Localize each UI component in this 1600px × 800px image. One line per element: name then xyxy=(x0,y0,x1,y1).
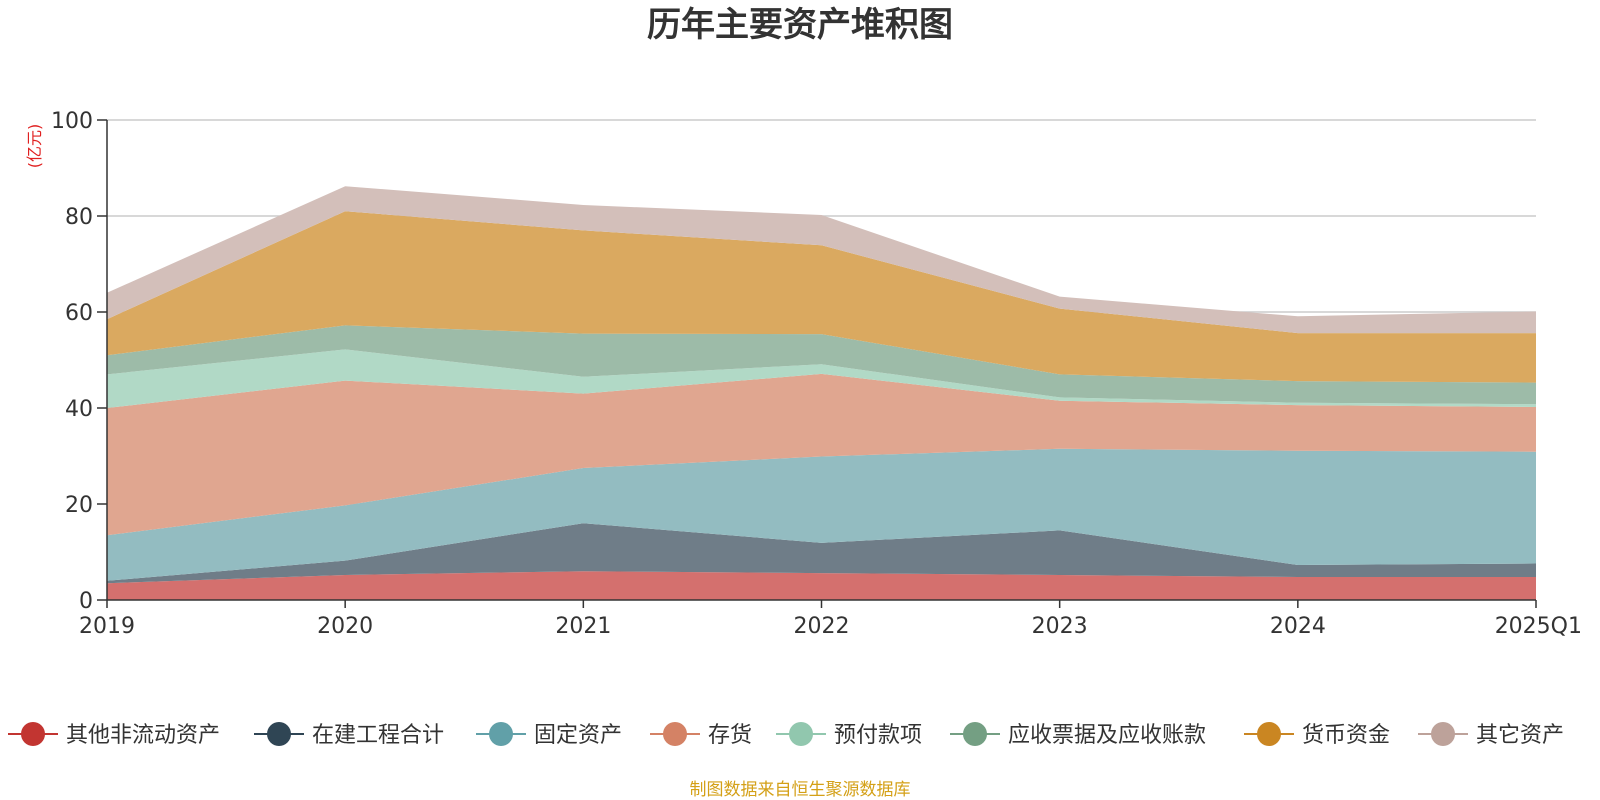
legend-label: 在建工程合计 xyxy=(312,723,444,748)
legend-item[interactable]: 预付款项 xyxy=(776,722,922,748)
area-series-存货 xyxy=(107,373,1536,536)
legend-marker-icon xyxy=(663,722,687,746)
legend-marker-icon xyxy=(789,722,813,746)
y-tick-label: 60 xyxy=(65,301,93,326)
x-tick-label: 2023 xyxy=(1032,614,1088,639)
legend-marker-icon xyxy=(21,722,45,746)
area-series-在建工程合计 xyxy=(107,523,1536,584)
area-series-预付款项 xyxy=(107,349,1536,408)
y-tick-label: 0 xyxy=(79,589,93,614)
data-source-note: 制图数据来自恒生聚源数据库 xyxy=(690,780,911,800)
y-axis-unit: (亿元) xyxy=(25,124,44,169)
area-series-其他非流动资产 xyxy=(107,571,1536,600)
legend-label: 应收票据及应收账款 xyxy=(1008,723,1206,748)
y-axis-ticks: 0 20 40 60 80 100 xyxy=(51,109,107,614)
x-tick-label: 2024 xyxy=(1270,614,1326,639)
legend-label: 固定资产 xyxy=(534,723,622,748)
legend-item[interactable]: 其它资产 xyxy=(1418,722,1564,748)
area-series-货币资金 xyxy=(107,211,1536,383)
legend-label: 货币资金 xyxy=(1302,723,1390,748)
legend-marker-icon xyxy=(1257,722,1281,746)
x-axis-ticks: 2019 2020 2021 2022 2023 2024 2025Q1 xyxy=(79,600,1582,639)
legend-label: 其它资产 xyxy=(1476,723,1564,748)
y-tick-label: 100 xyxy=(51,109,93,134)
legend-marker-icon xyxy=(963,722,987,746)
legend-item[interactable]: 存货 xyxy=(650,722,752,748)
x-tick-label: 2021 xyxy=(555,614,611,639)
x-tick-label: 2022 xyxy=(794,614,850,639)
legend-label: 存货 xyxy=(708,723,752,748)
legend-marker-icon xyxy=(267,722,291,746)
legend-marker-icon xyxy=(489,722,513,746)
x-tick-label: 2025Q1 xyxy=(1495,614,1582,639)
legend-item[interactable]: 应收票据及应收账款 xyxy=(950,722,1206,748)
area-series-其它资产 xyxy=(107,186,1536,334)
y-tick-label: 20 xyxy=(65,493,93,518)
legend-label: 预付款项 xyxy=(834,723,922,748)
legend-item[interactable]: 其他非流动资产 xyxy=(8,722,220,748)
y-tick-label: 80 xyxy=(65,205,93,230)
x-tick-label: 2019 xyxy=(79,614,135,639)
legend: 其他非流动资产 在建工程合计 固定资产 存货 预付款项 应收票据及应收账款 货币资金 其它资产 xyxy=(8,722,1564,748)
chart-title: 历年主要资产堆积图 xyxy=(647,5,953,45)
legend-item[interactable]: 货币资金 xyxy=(1244,722,1390,748)
legend-item[interactable]: 在建工程合计 xyxy=(254,722,444,748)
legend-label: 其他非流动资产 xyxy=(66,723,220,748)
area-series-应收票据及应收账款 xyxy=(107,325,1536,405)
area-series xyxy=(107,186,1536,600)
legend-item[interactable]: 固定资产 xyxy=(476,722,622,748)
y-tick-label: 40 xyxy=(65,397,93,422)
area-series-固定资产 xyxy=(107,448,1536,581)
x-tick-label: 2020 xyxy=(317,614,373,639)
legend-marker-icon xyxy=(1431,722,1455,746)
